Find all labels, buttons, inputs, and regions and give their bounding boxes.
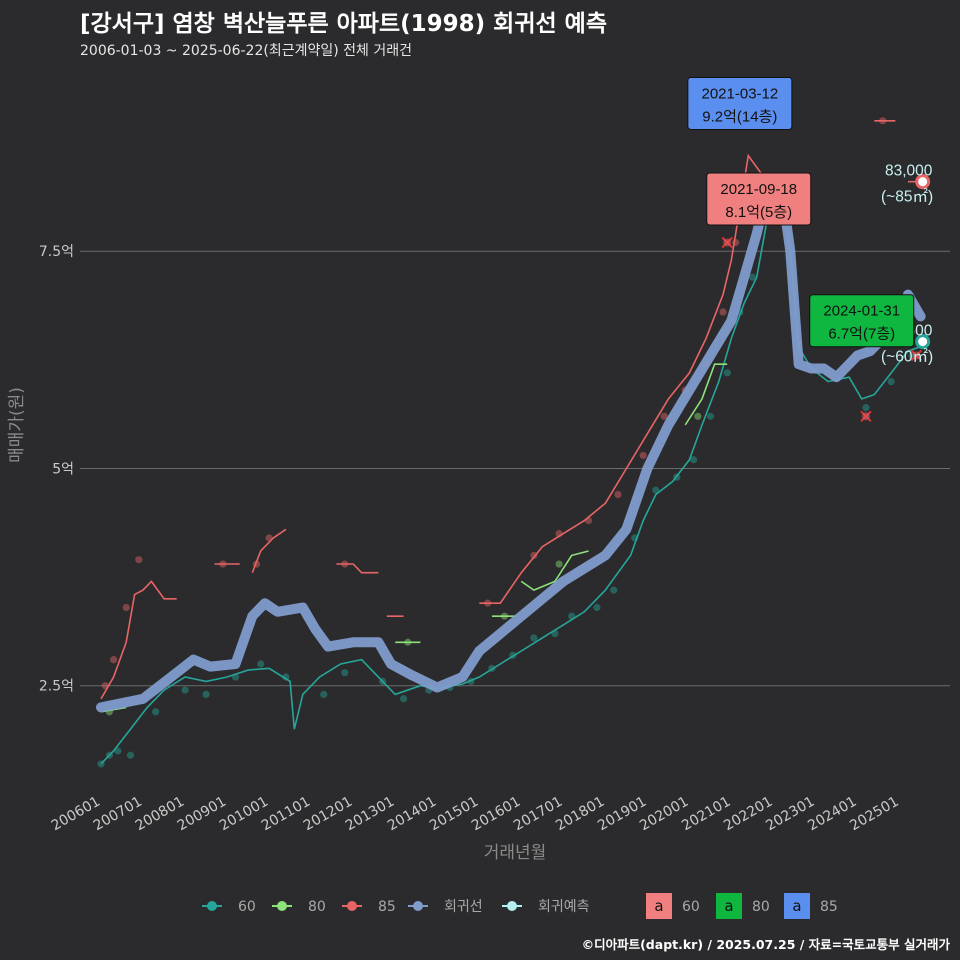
scatter-point-s60 [748,273,757,281]
annotation-box [687,76,793,130]
scatter-point-s60 [181,686,189,694]
series-line-s85 [336,563,379,574]
scatter-point-s85 [719,308,727,316]
legend-box-letter: a [724,897,733,915]
scatter-point-s60 [320,690,328,699]
annotation-box [706,172,812,226]
annotation-price: 6.7억(7층) [828,326,895,343]
source-caption: ©디아파트(dapt.kr) / 2025.07.25 / 자료=국토교통부 실… [581,937,950,952]
series-line-s85 [251,528,287,573]
cross-mark-point [861,412,870,421]
scatter-point-s60 [652,486,660,494]
scatter-point-s60 [723,369,731,377]
legend-item-pred: 회귀예측 [502,899,590,915]
scatter-point-s85 [530,551,538,559]
scatter-point-s60 [593,603,601,612]
prediction-point [915,174,931,190]
legend-box-letter: a [792,897,801,915]
scatter-point-s85 [660,412,668,420]
chart-title: [강서구] 염창 벽산늘푸른 아파트(1998) 회귀선 예측 [80,11,607,37]
y-tick-label: 7.5억 [39,244,74,260]
legend-item-reg: 회귀선 [408,899,483,915]
scatter-point-s60 [706,412,715,420]
legend-box-label: 60 [682,899,700,915]
annotation-price: 9.2억(14층) [702,108,777,125]
cross-mark-point [912,351,921,360]
legend-swatch-dot [347,901,357,911]
annotation-box [809,294,915,348]
legend-box-item: a 85 [784,893,838,919]
scatter-point-s60 [114,747,122,755]
legend-box-label: 80 [752,899,770,915]
legend-item-s80: 80 [272,899,326,915]
chart-subtitle: 2006-01-03 ~ 2025-06-22(최근계약일) 전체 거래건 [80,43,412,59]
legend-item-s85: 85 [342,899,396,915]
regression-line [96,185,926,713]
annotation-s85box: 2021-03-12 9.2억(14층) [687,76,793,130]
legend-box-letter: a [654,897,663,915]
annotation-date: 2024-01-31 [823,303,900,320]
legend-label: 회귀예측 [538,899,590,915]
prediction-point [915,334,931,350]
scatter-point-s80 [694,412,702,420]
annotation-date: 2021-09-18 [720,181,797,198]
legend-label: 회귀선 [444,899,483,915]
legend-swatch-dot [277,901,287,911]
y-tick-label: 5억 [52,461,74,477]
scatter-point-s60 [126,751,135,759]
scatter-point-s60 [690,456,698,464]
series-line-s85 [100,580,177,700]
legend-label: 80 [308,899,326,915]
x-axis-title: 거래년월 [484,843,547,863]
annotation-price: 8.1억(5층) [725,204,792,221]
prediction-value-label: 83,000 [885,163,933,180]
series-line-s80 [520,550,589,592]
annotation-date: 2021-03-12 [701,85,778,102]
x-tick-label: 202501 [847,794,901,835]
scatter-point-s60 [862,404,870,412]
series-line-s80 [684,363,728,426]
legend-swatch-dot [507,901,517,911]
legend-box-item: a 60 [646,893,700,919]
cross-mark-point [723,238,732,247]
legend-box-swatch [716,893,742,919]
legend-swatch-dot [207,901,217,911]
scatter-point-s85 [135,556,143,564]
scatter-point-s60 [610,586,618,594]
legend-label: 85 [378,899,396,915]
legend-label: 60 [238,899,256,915]
scatter-point-s85 [614,490,622,499]
legend-box-swatch [646,893,672,919]
prediction-area-label: (~60㎡) [881,348,933,366]
legend-box-swatch [784,893,810,919]
scatter-point-s60 [887,377,895,386]
scatter-point-s60 [257,660,265,668]
prediction-area-label: (~85㎡) [881,188,933,206]
annotation-s60box: 2021-09-18 8.1억(5층) [706,172,812,226]
scatter-point-s60 [530,634,538,642]
legend-box-item: a 80 [716,893,770,919]
scatter-point-s60 [341,669,349,677]
scatter-point-s80 [555,560,563,568]
scatter-point-s85 [122,603,130,612]
legend-item-s60: 60 [202,899,256,915]
scatter-point-s85 [639,451,647,460]
scatter-point-s60 [152,708,160,716]
legend-swatch-dot [413,901,423,911]
y-axis-title: 매매가(원) [7,387,27,463]
legend-box-label: 85 [820,899,838,915]
scatter-point-s60 [282,673,290,681]
scatter-point-s60 [400,695,408,703]
scatter-point-s60 [202,690,210,699]
y-tick-label: 2.5억 [39,679,74,695]
scatter-point-s85 [110,656,118,664]
annotation-s80box: 2024-01-31 6.7억(7층) [809,294,915,348]
